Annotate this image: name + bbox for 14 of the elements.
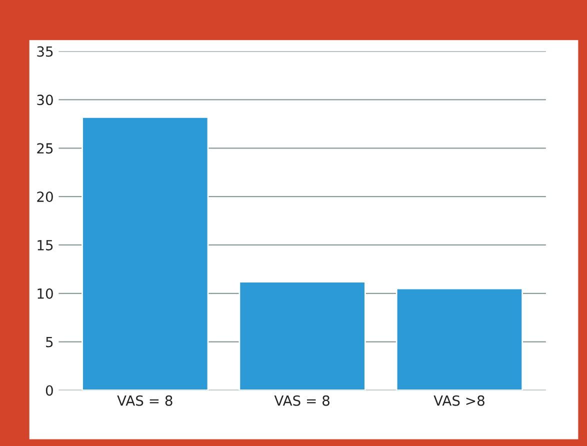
- y-tick-label: 10: [38, 288, 53, 299]
- y-tick-label: 35: [37, 46, 53, 57]
- bar: [238, 281, 366, 390]
- x-tick-label: VAS >8: [434, 395, 484, 406]
- bar: [82, 116, 209, 390]
- y-tick-label: 20: [37, 192, 53, 202]
- bar: [396, 288, 524, 390]
- y-tick-label: 25: [37, 143, 53, 154]
- y-tick-label: 0: [46, 385, 53, 396]
- x-tick-label: VAS = 8: [274, 395, 330, 406]
- y-tick-label: 15: [38, 240, 53, 250]
- y-tick-label: 30: [37, 94, 53, 106]
- y-tick-label: 5: [46, 336, 53, 348]
- x-tick-label: VAS = 8: [117, 395, 172, 406]
